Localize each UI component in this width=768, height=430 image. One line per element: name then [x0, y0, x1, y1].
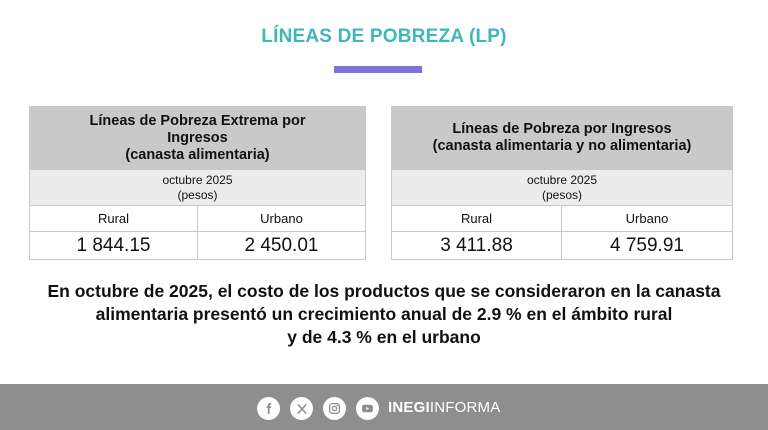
title-underline [334, 66, 422, 73]
column-header-urbano: Urbano [561, 205, 733, 232]
youtube-icon[interactable] [356, 397, 379, 420]
table-extreme-period: octubre 2025 (pesos) [29, 169, 366, 206]
value-rural: 1 844.15 [29, 231, 198, 260]
period-label: octubre 2025 [526, 172, 598, 187]
value-urbano: 2 450.01 [197, 231, 366, 260]
table-poverty-lines: Líneas de Pobreza por Ingresos (canasta … [391, 106, 733, 260]
facebook-icon[interactable] [257, 397, 280, 420]
period-label: octubre 2025 [162, 172, 233, 187]
heading-line: Líneas de Pobreza Extrema por [89, 112, 306, 129]
footer-bar: INEGIINFORMA [0, 384, 768, 430]
column-header-rural: Rural [29, 205, 198, 232]
brand-bold: INEGI [388, 399, 430, 416]
x-icon[interactable] [290, 397, 313, 420]
summary-text: En octubre de 2025, el costo de los prod… [0, 280, 768, 349]
column-header-urbano: Urbano [197, 205, 366, 232]
summary-line: En octubre de 2025, el costo de los prod… [47, 281, 721, 301]
value-rural: 3 411.88 [391, 231, 562, 260]
summary-line: alimentaria presentó un crecimiento anua… [95, 304, 673, 324]
table-poverty-heading: Líneas de Pobreza por Ingresos (canasta … [391, 106, 733, 170]
column-header-rural: Rural [391, 205, 562, 232]
value-urbano: 4 759.91 [561, 231, 733, 260]
brand-light: INFORMA [429, 399, 501, 416]
heading-line: (canasta alimentaria) [125, 146, 270, 163]
unit-label: (pesos) [541, 187, 582, 202]
heading-line: Ingresos [167, 129, 228, 146]
inegi-informa-brand: INEGIINFORMA [388, 399, 500, 416]
table-poverty-period: octubre 2025 (pesos) [391, 169, 733, 206]
unit-label: (pesos) [177, 187, 218, 202]
summary-line: y de 4.3 % en el urbano [287, 327, 481, 347]
instagram-icon[interactable] [323, 397, 346, 420]
social-links [257, 397, 389, 420]
heading-line: (canasta alimentaria y no alimentaria) [432, 138, 692, 154]
heading-line: Líneas de Pobreza por Ingresos [452, 121, 672, 137]
table-extreme-heading: Líneas de Pobreza Extrema por Ingresos (… [29, 106, 366, 170]
table-extreme-poverty-lines: Líneas de Pobreza Extrema por Ingresos (… [29, 106, 366, 260]
page-title: LÍNEAS DE POBREZA (LP) [261, 26, 507, 47]
